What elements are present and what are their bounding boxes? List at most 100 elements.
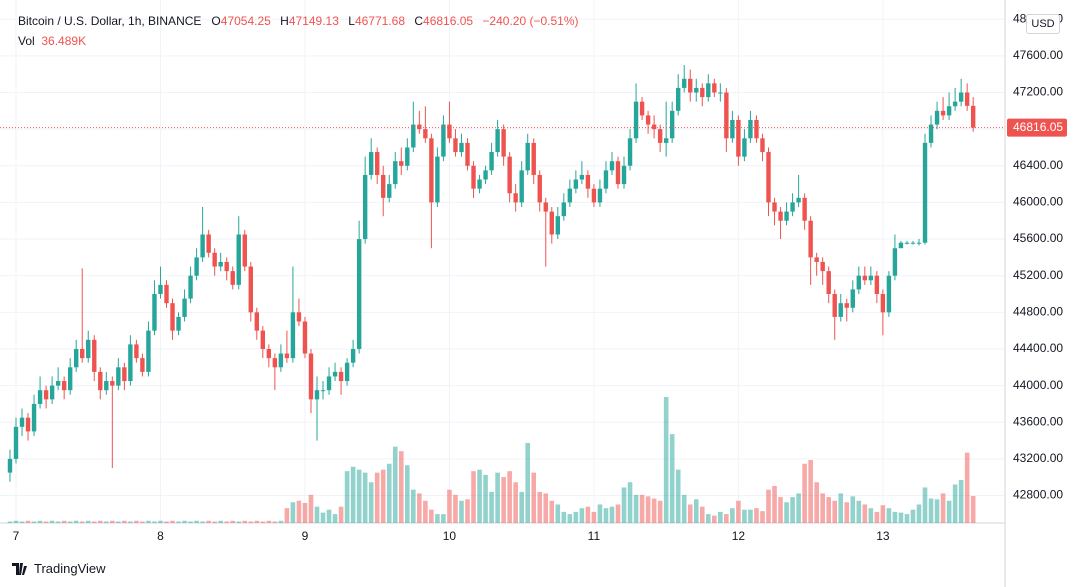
volume-bar	[477, 469, 482, 523]
volume-bar	[386, 463, 392, 523]
open-value: 47054.25	[220, 14, 271, 28]
volume-bar	[952, 484, 958, 523]
volume-bar	[374, 472, 380, 523]
volume-bar	[61, 520, 67, 523]
candle-body	[368, 152, 374, 175]
volume-bar	[748, 509, 753, 523]
candle-body	[242, 234, 247, 267]
candle-body	[748, 119, 753, 139]
volume-bar	[555, 504, 561, 523]
volume-bar	[633, 494, 639, 523]
x-tick-label: 13	[876, 529, 890, 543]
volume-bar	[651, 498, 657, 523]
candle-body	[435, 156, 440, 203]
volume-bar	[140, 521, 145, 523]
candle-body	[417, 124, 422, 130]
volume-bar	[447, 489, 452, 523]
candle-body	[218, 261, 223, 267]
volume-bar	[212, 521, 217, 523]
volume-bar	[266, 520, 272, 523]
vol-value: 36.489K	[41, 34, 87, 48]
candle-body	[284, 353, 290, 359]
candle-body	[964, 92, 970, 106]
candle-body	[573, 179, 579, 189]
volume-bar	[886, 508, 892, 523]
volume-bar	[970, 495, 976, 523]
volume-bar	[278, 520, 284, 523]
volume-bar	[934, 499, 940, 523]
candle-body	[405, 147, 410, 166]
volume-bar	[236, 521, 242, 523]
volume-bar	[230, 520, 236, 523]
y-tick-label: 44400.00	[1013, 341, 1063, 355]
candle-body	[561, 202, 567, 217]
volume-bar	[242, 520, 248, 523]
volume-bar	[290, 502, 296, 523]
candle-body	[868, 275, 874, 281]
candle-body	[940, 110, 946, 116]
volume-bar	[832, 500, 838, 523]
volume-bar	[567, 514, 573, 523]
vol-label: Vol	[18, 34, 35, 48]
candle-body	[49, 385, 55, 400]
candle-body	[128, 344, 133, 382]
volume-bar	[916, 504, 922, 523]
candle-body	[43, 390, 49, 400]
volume-bar	[802, 463, 807, 523]
volume-bar	[904, 514, 910, 523]
candle-body	[61, 381, 67, 391]
volume-bar	[122, 520, 127, 523]
volume-bar	[639, 494, 645, 523]
candle-body	[706, 83, 711, 98]
volume-bar	[591, 511, 597, 523]
symbol: Bitcoin / U.S. Dollar, 1h, BINANCE	[18, 14, 202, 28]
y-tick-label: 42800.00	[1013, 488, 1063, 502]
candle-body	[627, 138, 633, 166]
volume-bar	[380, 469, 386, 523]
candle-body	[874, 275, 880, 295]
volume-bar	[284, 508, 290, 523]
candle-body	[248, 266, 253, 313]
volume-bar	[699, 506, 705, 523]
high-value: 47149.13	[288, 14, 339, 28]
candle-body	[140, 358, 145, 372]
y-tick-label: 44000.00	[1013, 378, 1063, 392]
candle-body	[477, 179, 482, 189]
volume-bar	[808, 460, 813, 523]
volume-bar	[814, 482, 819, 523]
candle-body	[814, 257, 819, 262]
candle-body	[393, 161, 398, 185]
candle-body	[543, 202, 548, 212]
volume-bar	[417, 493, 422, 523]
candle-body	[212, 252, 217, 267]
candle-body	[712, 83, 717, 93]
volume-bar	[164, 521, 169, 523]
volume-bar	[483, 474, 488, 523]
candle-body	[296, 312, 302, 322]
candle-body	[278, 353, 284, 368]
volume-bar	[868, 508, 874, 523]
volume-bar	[332, 514, 338, 523]
candle-body	[688, 78, 693, 93]
volume-bar	[248, 521, 254, 523]
candle-body	[164, 284, 169, 304]
x-tick-label: 11	[588, 529, 601, 543]
volume-bar	[176, 521, 181, 523]
candle-body	[447, 124, 452, 139]
candle-body	[676, 87, 681, 111]
volume-bar	[495, 472, 500, 523]
vol-row: Vol 36.489K	[18, 31, 585, 51]
currency-button[interactable]: USD	[1026, 14, 1060, 34]
candle-body	[375, 152, 380, 175]
volume-bar	[110, 520, 115, 523]
candle-body	[742, 138, 747, 157]
candle-body	[651, 124, 657, 130]
candle-body	[730, 119, 735, 139]
volume-bar	[543, 493, 549, 523]
volume-bar	[910, 509, 916, 523]
candle-body	[513, 193, 518, 203]
volume-bar	[507, 471, 512, 523]
volume-bar	[766, 489, 771, 523]
candle-body	[501, 129, 506, 157]
